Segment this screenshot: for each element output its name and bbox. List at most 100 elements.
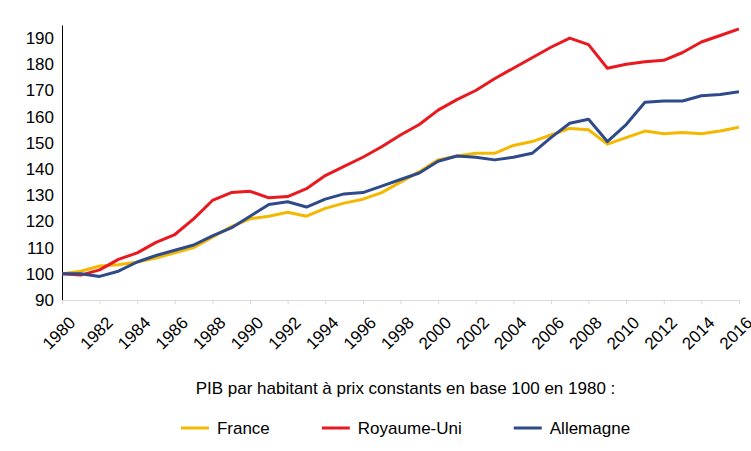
y-tick-label: 160 (26, 108, 54, 127)
chart: 90 100 110 120 130 140 150 160 170 180 190 19801982… (0, 0, 751, 451)
y-tick: 130 (26, 186, 62, 205)
legend-item: Royaume-Uni (322, 419, 462, 438)
x-tick-label: 1990 (227, 313, 267, 353)
legend-swatch (181, 427, 209, 430)
x-tick: 1988 (189, 300, 229, 353)
y-tick-label: 190 (26, 29, 54, 48)
legend: France Royaume-Uni Allemagne (181, 419, 630, 438)
y-tick-label: 170 (26, 81, 54, 100)
y-tick: 160 (26, 108, 62, 127)
y-tick-label: 120 (26, 212, 54, 231)
y-tick: 140 (26, 160, 62, 179)
x-tick-label: 2016 (716, 313, 751, 353)
x-tick-label: 2008 (566, 313, 606, 353)
y-tick-label: 150 (26, 134, 54, 153)
x-tick: 1996 (340, 300, 380, 353)
y-tick-label: 100 (26, 265, 54, 284)
x-tick-mark (325, 300, 326, 304)
x-tick: 2016 (716, 300, 751, 353)
x-tick-label: 1988 (189, 313, 229, 353)
x-tick-mark (363, 300, 364, 304)
x-tick-mark (701, 300, 702, 304)
legend-swatch (322, 427, 350, 430)
y-tick: 100 (26, 265, 62, 284)
x-tick-mark (62, 300, 63, 304)
x-tick-mark (664, 300, 665, 304)
x-tick: 1984 (114, 300, 154, 353)
y-tick-label: 90 (35, 291, 54, 310)
legend-label: France (217, 419, 270, 438)
legend-label: Allemagne (550, 419, 630, 438)
x-tick-label: 2012 (641, 313, 681, 353)
x-tick-label: 2002 (453, 313, 493, 353)
x-tick: 1998 (378, 300, 418, 353)
x-axis-line (63, 301, 740, 305)
legend-title: PIB par habitant à prix constants en bas… (196, 379, 616, 398)
x-tick: 2002 (453, 300, 493, 353)
y-axis-line (62, 26, 63, 301)
y-axis: 90 100 110 120 130 140 150 160 170 180 190 (26, 26, 63, 310)
x-tick-label: 1996 (340, 313, 380, 353)
x-tick: 2004 (490, 300, 530, 353)
x-tick-mark (739, 300, 740, 304)
x-tick-mark (212, 300, 213, 304)
series-line (62, 127, 739, 274)
x-tick-mark (626, 300, 627, 304)
legend-item: Allemagne (514, 419, 630, 438)
x-tick: 2006 (528, 300, 568, 353)
y-tick: 180 (26, 55, 62, 74)
y-tick: 120 (26, 212, 62, 231)
x-tick: 2014 (678, 300, 718, 353)
x-tick-label: 2004 (490, 313, 530, 353)
x-tick-label: 1984 (114, 313, 154, 353)
x-tick-mark (513, 300, 514, 304)
x-tick-label: 1986 (152, 313, 192, 353)
legend-label: Royaume-Uni (358, 419, 462, 438)
y-tick: 170 (26, 81, 62, 100)
x-tick-mark (250, 300, 251, 304)
y-tick: 90 (35, 291, 62, 310)
x-tick: 2000 (415, 300, 455, 353)
series-group (62, 29, 739, 277)
x-tick: 2008 (566, 300, 606, 353)
x-tick: 1986 (152, 300, 192, 353)
x-tick: 1982 (77, 300, 117, 353)
legend-swatch (514, 427, 542, 430)
x-tick-label: 2010 (603, 313, 643, 353)
x-tick-label: 1998 (378, 313, 418, 353)
x-tick-mark (288, 300, 289, 304)
y-tick: 110 (27, 239, 62, 258)
x-tick-label: 1982 (77, 313, 117, 353)
x-tick-mark (401, 300, 402, 304)
x-tick: 1992 (265, 300, 305, 353)
y-tick-label: 110 (27, 239, 54, 258)
x-tick-mark (438, 300, 439, 304)
series-line (62, 92, 739, 277)
x-tick-mark (137, 300, 138, 304)
x-tick-mark (100, 300, 101, 304)
x-tick-label: 1992 (265, 313, 305, 353)
y-tick: 190 (26, 29, 62, 48)
x-tick-label: 2006 (528, 313, 568, 353)
x-tick: 1990 (227, 300, 267, 353)
x-tick-label: 1980 (39, 313, 79, 353)
x-tick: 2012 (641, 300, 681, 353)
x-tick: 1994 (302, 300, 342, 353)
x-axis: 1980198219841986198819901992199419961998… (39, 300, 751, 353)
y-tick-label: 130 (26, 186, 54, 205)
x-tick-mark (551, 300, 552, 304)
x-tick-mark (589, 300, 590, 304)
series-line (62, 29, 739, 275)
y-tick-label: 180 (26, 55, 54, 74)
legend-item: France (181, 419, 270, 438)
x-tick: 2010 (603, 300, 643, 353)
x-tick-label: 2000 (415, 313, 455, 353)
y-tick: 150 (26, 134, 62, 153)
x-tick-mark (175, 300, 176, 304)
x-tick-mark (476, 300, 477, 304)
y-tick-label: 140 (26, 160, 54, 179)
x-tick-label: 2014 (678, 313, 718, 353)
plot: 90 100 110 120 130 140 150 160 170 180 190 19801982… (26, 26, 751, 354)
x-tick-label: 1994 (302, 313, 342, 353)
x-tick: 1980 (39, 300, 79, 353)
